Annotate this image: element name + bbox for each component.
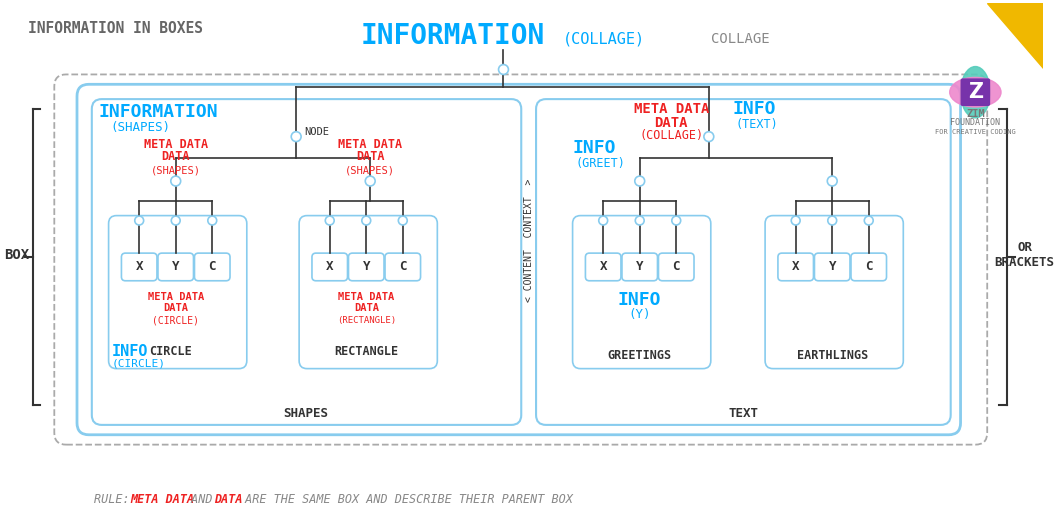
- Text: META DATA: META DATA: [634, 102, 709, 116]
- Text: INFO: INFO: [572, 140, 616, 158]
- Text: RECTANGLE: RECTANGLE: [334, 345, 398, 359]
- Text: (CIRCLE): (CIRCLE): [112, 359, 166, 369]
- Text: C: C: [208, 260, 216, 274]
- FancyBboxPatch shape: [961, 78, 991, 106]
- Circle shape: [362, 216, 371, 225]
- Circle shape: [171, 216, 181, 225]
- Text: INFO: INFO: [112, 344, 148, 359]
- Text: INFO: INFO: [618, 290, 661, 309]
- Text: INFORMATION IN BOXES: INFORMATION IN BOXES: [27, 20, 203, 36]
- Text: COLLAGE: COLLAGE: [711, 32, 770, 46]
- Circle shape: [171, 176, 181, 186]
- Text: META DATA: META DATA: [338, 139, 402, 151]
- Text: AND: AND: [184, 494, 220, 507]
- Text: Y: Y: [636, 260, 643, 274]
- Text: INFORMATION: INFORMATION: [360, 22, 545, 50]
- Text: X: X: [792, 260, 799, 274]
- Text: BOX: BOX: [4, 248, 30, 262]
- Ellipse shape: [961, 67, 991, 118]
- Text: INFO: INFO: [733, 100, 776, 118]
- Circle shape: [498, 65, 508, 75]
- Text: RULE:: RULE:: [94, 494, 136, 507]
- Text: META DATA: META DATA: [130, 494, 194, 507]
- Text: EARTHLINGS: EARTHLINGS: [796, 349, 868, 362]
- Circle shape: [325, 216, 334, 225]
- Text: C: C: [865, 260, 872, 274]
- Text: (CIRCLE): (CIRCLE): [152, 315, 200, 326]
- Text: X: X: [600, 260, 607, 274]
- Text: < CONTENT  CONTEXT  >: < CONTENT CONTEXT >: [524, 178, 534, 302]
- Text: GREETINGS: GREETINGS: [607, 349, 672, 362]
- Text: DATA: DATA: [162, 150, 190, 163]
- Text: META DATA: META DATA: [338, 291, 394, 301]
- Text: TEXT: TEXT: [729, 407, 758, 420]
- Text: (SHAPES): (SHAPES): [345, 165, 395, 175]
- Circle shape: [208, 216, 216, 225]
- Circle shape: [365, 176, 375, 186]
- Circle shape: [827, 176, 837, 186]
- Circle shape: [828, 216, 836, 225]
- Text: DATA: DATA: [655, 116, 689, 130]
- Circle shape: [791, 216, 800, 225]
- Polygon shape: [987, 3, 1042, 68]
- Text: DATA: DATA: [354, 303, 379, 313]
- Text: X: X: [326, 260, 334, 274]
- Text: Y: Y: [829, 260, 836, 274]
- Text: (COLLAGE): (COLLAGE): [639, 129, 703, 142]
- Text: META DATA: META DATA: [148, 291, 204, 301]
- Text: DATA: DATA: [356, 150, 384, 163]
- Text: Y: Y: [362, 260, 370, 274]
- Circle shape: [704, 132, 714, 142]
- Circle shape: [291, 132, 301, 142]
- Text: (TEXT): (TEXT): [735, 118, 778, 131]
- Circle shape: [398, 216, 408, 225]
- Text: X: X: [135, 260, 143, 274]
- Text: NODE: NODE: [304, 127, 329, 136]
- Text: INFORMATION: INFORMATION: [98, 103, 219, 121]
- Text: ARE THE SAME BOX AND DESCRIBE THEIR PARENT BOX: ARE THE SAME BOX AND DESCRIBE THEIR PARE…: [239, 494, 573, 507]
- Circle shape: [599, 216, 607, 225]
- Text: FOUNDATION: FOUNDATION: [950, 118, 1000, 127]
- Text: Z: Z: [967, 82, 983, 102]
- Circle shape: [864, 216, 873, 225]
- Circle shape: [636, 216, 644, 225]
- Text: (Y): (Y): [628, 308, 650, 321]
- Circle shape: [672, 216, 681, 225]
- Text: (SHAPES): (SHAPES): [111, 121, 171, 134]
- Text: (SHAPES): (SHAPES): [151, 165, 201, 175]
- Text: META DATA: META DATA: [144, 139, 208, 151]
- Text: C: C: [673, 260, 680, 274]
- Text: ZIM: ZIM: [966, 109, 985, 119]
- Ellipse shape: [949, 77, 1001, 107]
- Circle shape: [135, 216, 144, 225]
- Text: SHAPES: SHAPES: [284, 407, 328, 420]
- Text: (COLLAGE): (COLLAGE): [563, 32, 645, 46]
- Text: OR
BRACKETS: OR BRACKETS: [995, 241, 1055, 269]
- Text: C: C: [399, 260, 407, 274]
- Circle shape: [635, 176, 644, 186]
- Text: FOR CREATIVE CODING: FOR CREATIVE CODING: [935, 129, 1016, 135]
- Text: DATA: DATA: [214, 494, 243, 507]
- Text: CIRCLE: CIRCLE: [149, 345, 192, 359]
- Text: (RECTANGLE): (RECTANGLE): [337, 316, 396, 325]
- Text: (GREET): (GREET): [576, 157, 625, 170]
- Text: Y: Y: [172, 260, 180, 274]
- Text: DATA: DATA: [164, 303, 188, 313]
